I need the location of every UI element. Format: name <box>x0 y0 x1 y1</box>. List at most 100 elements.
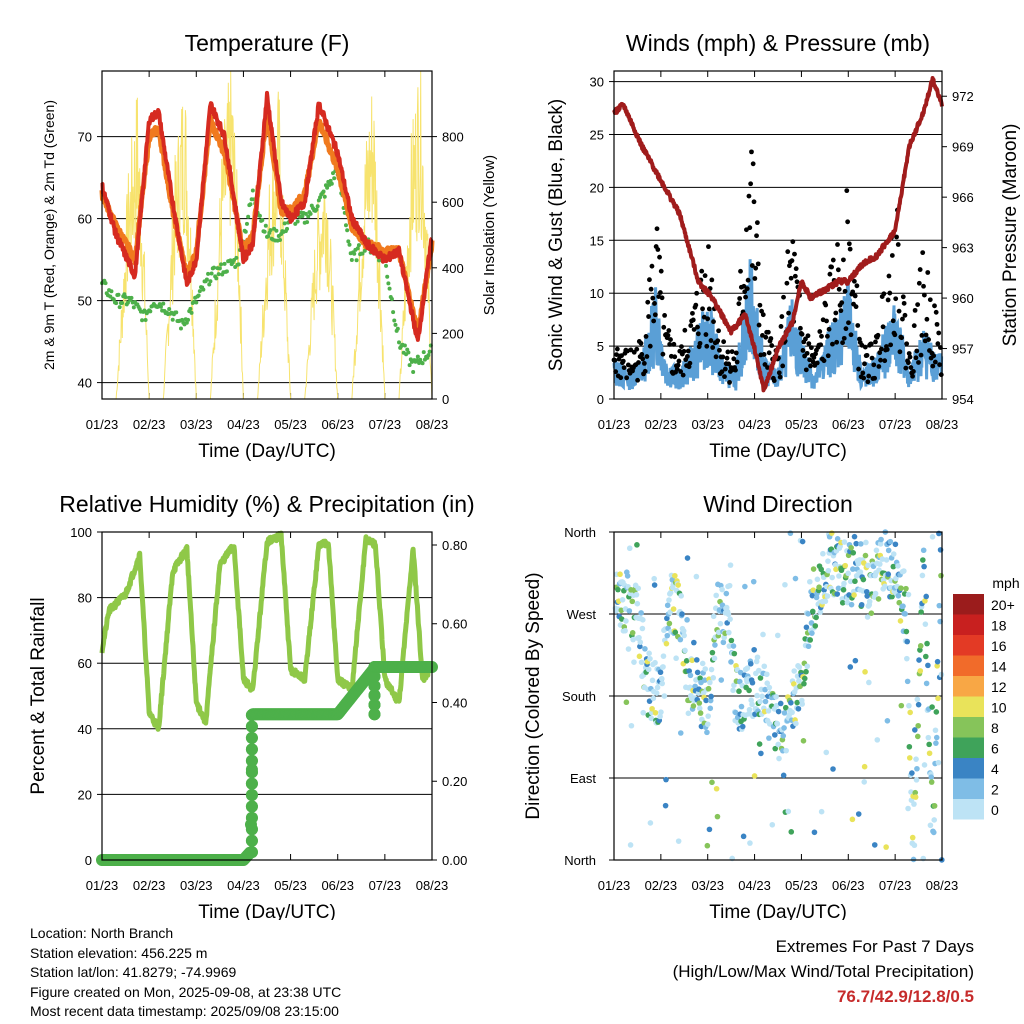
direction-point <box>618 616 625 622</box>
gust-point <box>666 328 672 333</box>
direction-point <box>788 829 795 835</box>
gust-point <box>635 377 641 383</box>
direction-point <box>935 759 942 766</box>
direction-point <box>689 657 695 664</box>
gust-point <box>705 316 711 322</box>
gust-point <box>746 193 752 199</box>
gust-point <box>763 334 769 340</box>
dewpoint-point <box>219 262 224 267</box>
direction-point <box>646 650 652 657</box>
direction-point <box>661 693 668 699</box>
chart-title: Winds (mph) & Pressure (mb) <box>626 30 930 56</box>
precip-point <box>245 777 258 790</box>
direction-point <box>811 829 818 836</box>
direction-point <box>803 624 810 631</box>
direction-point <box>850 566 856 572</box>
gust-point <box>710 345 716 350</box>
gust-point <box>842 288 848 294</box>
gust-point <box>717 347 722 353</box>
direction-point <box>746 706 753 713</box>
gust-point <box>680 372 686 378</box>
direction-point <box>652 659 658 666</box>
gust-point <box>614 346 620 352</box>
gust-point <box>908 365 914 370</box>
x-tick-label: 05/23 <box>785 417 818 432</box>
direction-point <box>878 536 884 543</box>
y2-axis-tick-label: 400 <box>442 261 464 276</box>
direction-point <box>765 708 772 714</box>
dewpoint-point <box>174 310 179 315</box>
x-tick-label: 06/23 <box>832 417 865 432</box>
gust-point <box>760 312 766 318</box>
direction-point <box>713 785 720 792</box>
direction-point <box>664 632 671 639</box>
gust-point <box>662 312 668 318</box>
gust-point <box>646 314 651 319</box>
direction-point <box>887 538 894 545</box>
gust-point <box>620 358 626 364</box>
gust-point <box>657 254 662 260</box>
x-tick-label: 04/23 <box>227 878 260 893</box>
direction-point <box>699 660 706 667</box>
direction-point <box>915 722 921 729</box>
gust-point <box>900 294 906 300</box>
gust-point <box>823 302 829 308</box>
dewpoint-point <box>427 349 432 354</box>
dewpoint-point <box>217 266 222 271</box>
direction-point <box>890 563 897 570</box>
direction-point <box>909 770 915 776</box>
dewpoint-point <box>268 228 273 233</box>
direction-point <box>772 745 779 752</box>
gust-point <box>734 359 740 365</box>
gust-point <box>659 295 665 301</box>
dewpoint-point <box>260 218 265 223</box>
direction-point <box>803 668 809 675</box>
direction-point <box>920 547 927 554</box>
direction-point <box>863 588 870 595</box>
y-axis-tick-label: North <box>564 525 596 540</box>
gust-point <box>788 275 794 281</box>
direction-point <box>640 709 647 716</box>
direction-point <box>680 628 687 634</box>
gust-point <box>726 361 732 367</box>
legend-label: 12 <box>991 679 1007 695</box>
extremes-panel: Extremes For Past 7 Days (High/Low/Max W… <box>673 934 974 1009</box>
gust-point <box>852 293 858 299</box>
direction-point <box>813 614 819 621</box>
gust-point <box>881 291 887 297</box>
gust-point <box>893 296 899 302</box>
gust-point <box>877 350 883 356</box>
gust-point <box>799 331 805 337</box>
gust-point <box>716 328 721 334</box>
gust-point <box>906 351 912 356</box>
direction-point <box>710 613 717 620</box>
dewpoint-point <box>263 223 268 228</box>
direction-point <box>696 700 703 706</box>
dewpoint-point <box>415 354 420 359</box>
direction-point <box>657 669 664 676</box>
direction-point <box>912 789 919 796</box>
plot-frame <box>101 531 433 861</box>
gust-point <box>838 308 844 314</box>
gust-point <box>844 188 850 194</box>
gust-point <box>700 306 705 312</box>
direction-point <box>931 817 938 823</box>
series-dewpoint <box>100 168 433 374</box>
direction-point <box>764 671 770 678</box>
gust-point <box>667 341 673 347</box>
gust-point <box>769 343 775 348</box>
x-tick-label: 04/23 <box>738 878 771 893</box>
dewpoint-point <box>352 251 357 256</box>
gust-point <box>678 369 684 374</box>
dewpoint-point <box>386 281 391 286</box>
dewpoint-point <box>204 277 209 282</box>
direction-point <box>677 730 684 736</box>
direction-point <box>885 571 892 578</box>
extremes-values: 76.7/42.9/12.8/0.5 <box>836 987 974 1006</box>
dewpoint-point <box>347 242 352 247</box>
gust-point <box>841 335 847 341</box>
gust-point <box>724 355 730 361</box>
y-axis-tick-label: 70 <box>78 130 92 145</box>
direction-point <box>935 695 941 702</box>
x-tick-label: 06/23 <box>321 878 354 893</box>
